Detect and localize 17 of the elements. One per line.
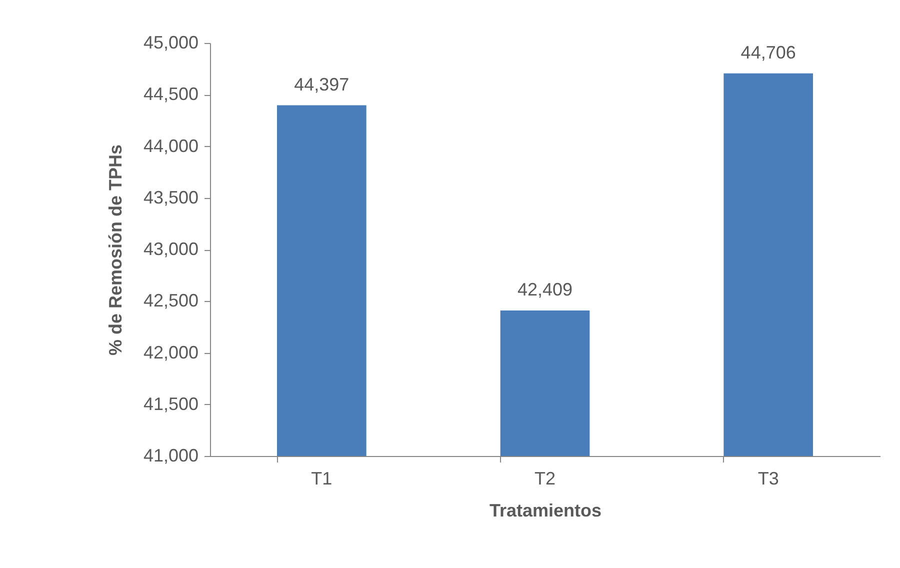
x-tick-label: T2 (534, 468, 556, 488)
x-axis-title: Tratamientos (489, 500, 602, 520)
data-label: 44,397 (294, 74, 350, 94)
y-tick-label: 44,500 (143, 84, 198, 104)
y-tick-label: 45,000 (143, 32, 198, 52)
y-tick-label: 43,000 (143, 239, 198, 259)
data-label: 42,409 (517, 280, 573, 300)
data-label: 44,706 (740, 42, 796, 62)
x-tick-label: T1 (311, 468, 332, 488)
y-tick-label: 42,000 (143, 342, 198, 362)
y-tick-label: 43,500 (143, 187, 198, 208)
y-tick-label: 41,500 (143, 394, 198, 414)
y-tick-label: 41,000 (143, 446, 198, 466)
y-tick-label: 42,500 (143, 290, 198, 311)
y-tick-label: 44,000 (143, 136, 198, 156)
y-axis-title: % de Remosión de TPHs (105, 144, 126, 356)
x-tick-label: T3 (758, 468, 779, 488)
